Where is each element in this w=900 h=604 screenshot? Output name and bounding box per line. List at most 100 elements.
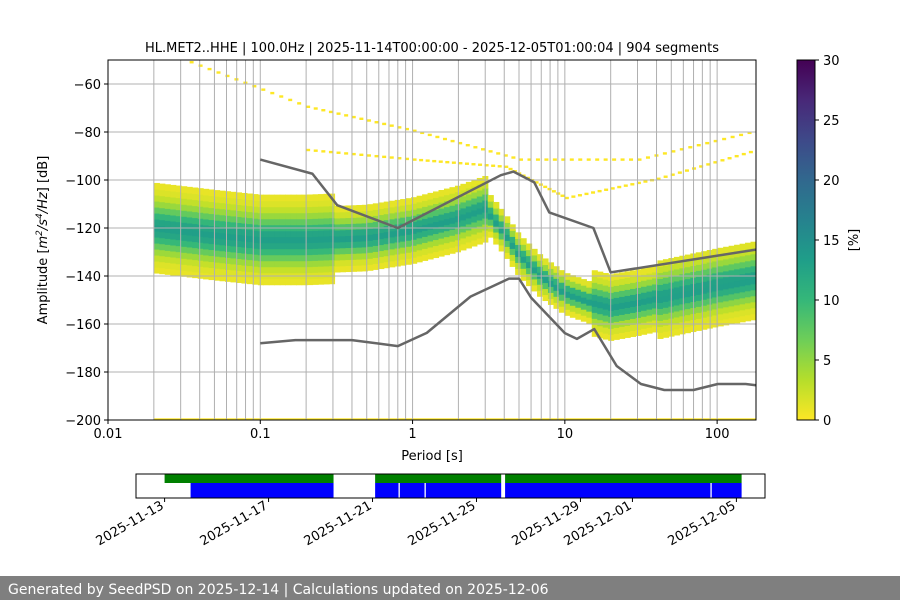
density-cell: [651, 295, 659, 303]
density-cell: [263, 218, 270, 226]
density-cell: [580, 291, 587, 298]
density-cell: [175, 185, 182, 193]
density-cell: [175, 239, 182, 247]
density-cell: [235, 252, 243, 259]
density-cell: [416, 249, 423, 257]
density-cell: [610, 187, 615, 190]
density-cell: [433, 227, 440, 235]
density-cell: [400, 241, 407, 248]
density-cell: [186, 222, 193, 230]
density-cell: [433, 203, 440, 211]
density-cell: [367, 252, 374, 259]
density-cell: [657, 302, 664, 309]
density-cell: [203, 188, 210, 196]
density-cell: [312, 242, 319, 249]
density-cell: [504, 240, 511, 247]
density-cell: [230, 227, 237, 235]
density-cell: [329, 259, 336, 267]
density-cell: [580, 315, 587, 322]
density-cell: [268, 194, 275, 202]
density-cell: [307, 230, 314, 238]
density-cell: [246, 241, 253, 249]
density-cell: [498, 208, 505, 216]
density-cell: [246, 271, 253, 279]
density-cell: [378, 208, 385, 216]
density-cell: [597, 283, 604, 291]
density-cell: [219, 214, 226, 222]
density-cell: [416, 201, 423, 209]
density-cell: [290, 248, 297, 256]
density-cell: [662, 307, 670, 314]
density-cell: [465, 217, 472, 225]
density-cell: [274, 236, 281, 244]
density-cell: [159, 237, 166, 245]
density-cell: [230, 245, 237, 253]
density-cell: [673, 298, 680, 306]
density-cell: [241, 276, 248, 284]
density-cell: [279, 248, 286, 256]
density-cell: [321, 150, 326, 153]
colorbar-tick-label: 0: [823, 414, 831, 429]
density-cell: [241, 234, 248, 242]
density-cell: [422, 212, 429, 219]
density-cell: [712, 308, 719, 316]
density-cell: [279, 266, 286, 274]
density-cell: [329, 235, 336, 243]
density-cell: [641, 310, 648, 317]
density-cell: [504, 165, 509, 168]
density-cell: [405, 210, 412, 217]
density-cell: [558, 282, 565, 289]
density-cell: [345, 241, 352, 249]
density-cell: [673, 292, 680, 300]
density-cell: [356, 265, 363, 272]
density-cell: [170, 184, 177, 192]
density-cell: [465, 223, 472, 231]
y-axis-ticks: −200 −180 −160 −140 −120 −100 −80 −60: [65, 78, 108, 429]
density-cell: [750, 259, 756, 267]
timeline-green-bar: [375, 474, 502, 483]
density-cell: [389, 124, 394, 127]
density-cell: [383, 201, 390, 209]
density-cell: [701, 293, 708, 300]
density-cell: [230, 209, 237, 217]
density-cell: [235, 192, 243, 199]
density-cell: [274, 212, 281, 220]
density-cell: [241, 252, 248, 260]
density-cell: [301, 278, 308, 286]
density-cell: [411, 221, 418, 228]
density-cell: [422, 242, 429, 249]
density-cell: [372, 233, 379, 240]
density-cell: [383, 225, 390, 233]
density-cell: [323, 277, 330, 285]
density-cell: [624, 289, 631, 296]
density-cell: [608, 316, 615, 323]
density-cell: [164, 244, 171, 251]
density-cell: [336, 112, 341, 115]
density-cell: [351, 115, 356, 119]
density-cell: [159, 189, 166, 197]
density-cell: [630, 288, 637, 295]
density-cell: [537, 278, 544, 285]
density-cell: [624, 301, 631, 308]
density-cell: [504, 222, 511, 229]
density-cell: [192, 247, 199, 255]
density-cell: [602, 291, 609, 298]
density-cell: [153, 260, 160, 268]
density-cell: [509, 236, 516, 243]
density-cell: [356, 223, 363, 230]
density-cell: [422, 218, 429, 225]
density-cell: [219, 238, 226, 246]
density-cell: [684, 296, 691, 304]
density-cell: [595, 158, 600, 161]
density-cell: [378, 202, 385, 210]
density-cell: [235, 210, 243, 217]
density-cell: [416, 237, 423, 245]
density-cell: [170, 202, 177, 210]
density-cell: [389, 200, 396, 208]
density-cell: [235, 198, 243, 205]
density-cell: [602, 315, 609, 322]
density-cell: [367, 258, 374, 265]
density-cell: [662, 277, 670, 284]
timeline-blue-bar: [399, 483, 425, 498]
density-cell: [257, 236, 264, 244]
